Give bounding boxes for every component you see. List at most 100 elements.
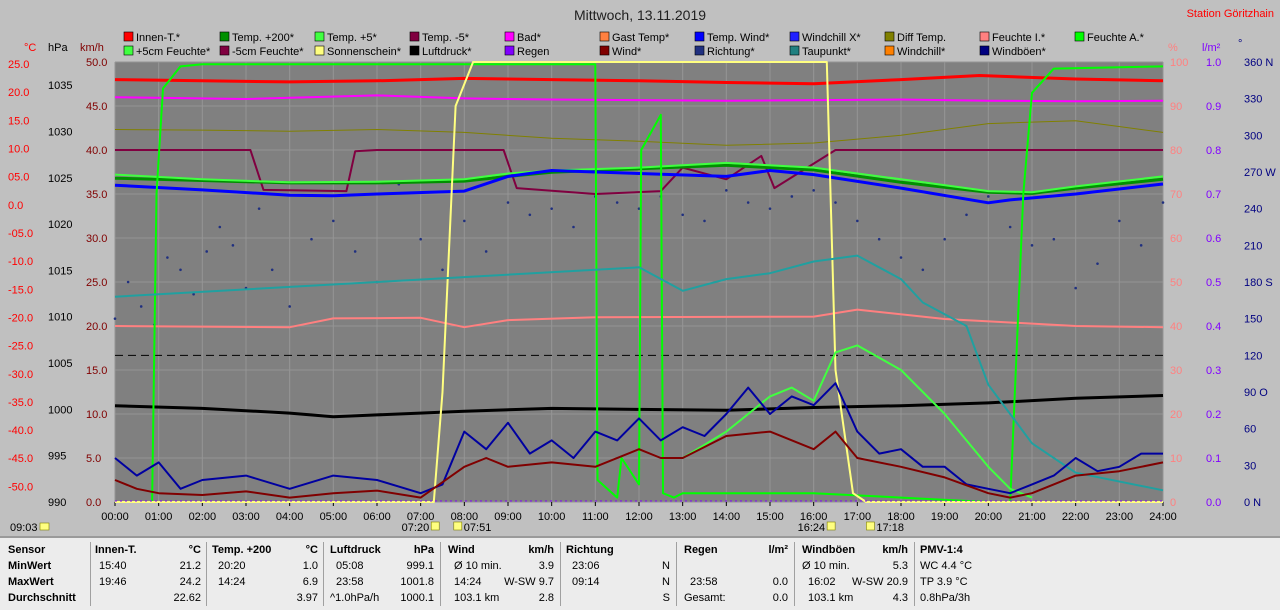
legend-label: Temp. -5* (422, 32, 470, 44)
stats-innen-avg: 22.62 (173, 592, 201, 604)
stats-regen-max-time: 23:58 (690, 576, 718, 588)
tick-deg: 270 W (1244, 167, 1276, 179)
direction-point (987, 195, 990, 198)
legend-swatch (219, 45, 230, 56)
stats-richt-avg: S (662, 592, 670, 604)
tick-kmh: 30.0 (86, 233, 107, 245)
stats-luft-min: 999.1 (406, 560, 434, 572)
stats-pmv-taupunkt: TP 3.9 °C (920, 576, 968, 588)
tick-c: -15.0 (8, 284, 33, 296)
tick-lm2: 0.4 (1206, 321, 1221, 333)
stats-regen-header: Regen (684, 544, 718, 556)
tick-pct: 60 (1170, 233, 1182, 245)
legend-label: Windböen* (992, 46, 1047, 58)
direction-point (205, 250, 208, 253)
sunset-label: 16:24 (798, 522, 826, 534)
sunrise-label: 07:20 (402, 522, 430, 534)
stats-boeen-avg10-value: 5.3 (892, 560, 908, 572)
direction-point (484, 250, 488, 253)
tick-kmh: 50.0 (86, 57, 107, 69)
tick-c: -05.0 (8, 228, 33, 240)
stats-wind-avg10-value: 3.9 (538, 560, 554, 572)
moonset-label: 09:03 (10, 522, 38, 534)
legend-swatch (219, 31, 230, 42)
legend-label: Windchill* (897, 46, 946, 58)
legend-label: Luftdruck* (422, 46, 472, 58)
time-label: 13:00 (669, 511, 697, 523)
direction-point (231, 244, 235, 247)
legend-swatch (789, 45, 800, 56)
tick-c: -45.0 (8, 453, 33, 465)
stats-innen-max-time: 19:46 (99, 576, 127, 588)
tick-deg: 300 (1244, 130, 1262, 142)
tick-pct: 40 (1170, 321, 1182, 333)
stats-temp-col: Temp. +200 °C 20:20 1.0 14:24 6.9 3.97 (212, 544, 318, 608)
direction-point (257, 207, 261, 210)
direction-point (139, 305, 143, 308)
stats-temp-min-time: 20:20 (218, 560, 246, 572)
legend-swatch (599, 45, 610, 56)
tick-pct: 100 (1170, 57, 1188, 69)
stats-temp-avg: 3.97 (296, 592, 318, 604)
legend-label: Regen (517, 46, 549, 58)
legend-swatch (1074, 31, 1085, 42)
direction-point (1118, 219, 1121, 223)
stats-boeen-max-dir: W-SW (851, 576, 884, 588)
legend-label: Sonnenschein* (327, 46, 402, 58)
tick-deg: 180 S (1244, 277, 1273, 289)
time-label: 18:00 (887, 511, 915, 523)
legend-label: Innen-T.* (136, 32, 181, 44)
direction-point (419, 237, 422, 241)
tick-c: 20.0 (8, 87, 29, 99)
direction-point (506, 201, 510, 204)
stats-temp-header: Temp. +200 (212, 544, 272, 556)
direction-point (899, 256, 903, 259)
legend-label: Windchill X* (802, 32, 861, 44)
direction-point (353, 250, 357, 253)
sunset-icon (826, 521, 836, 531)
legend-label: Temp. +200* (232, 32, 295, 44)
stats-max-label: MaxWert (8, 576, 54, 588)
tick-c: 0.0 (8, 200, 23, 212)
stats-boeen-max-time: 16:02 (808, 576, 836, 588)
legend-swatch (123, 31, 134, 42)
direction-point (1074, 286, 1077, 290)
legend-swatch (314, 45, 325, 56)
tick-deg: 210 (1244, 240, 1262, 252)
series-line (115, 149, 1163, 195)
tick-kmh: 35.0 (86, 189, 107, 201)
tick-kmh: 0.0 (86, 497, 101, 509)
time-label: 11:00 (582, 511, 609, 523)
legend-label: Temp. +5* (327, 32, 378, 44)
time-label: 23:00 (1106, 511, 1134, 523)
stats-panel: Sensor MinWert MaxWert Durchschnitt Inne… (0, 536, 1280, 610)
unit-kmh: km/h (80, 42, 104, 54)
tick-c: -25.0 (8, 341, 33, 353)
unit-c: °C (24, 42, 36, 54)
tick-pct: 90 (1170, 101, 1182, 113)
stats-regen-col: Regen l/m² 23:58 0.0 Gesamt: 0.0 (684, 544, 788, 608)
time-label: 09:00 (494, 511, 522, 523)
tick-lm2: 0.5 (1206, 277, 1221, 289)
stats-wind-max-dir: W-SW (504, 576, 536, 588)
moonset-icon (39, 522, 50, 531)
legend-label: Taupunkt* (802, 46, 852, 58)
tick-c: -50.0 (8, 481, 33, 493)
tick-pct: 0 (1170, 497, 1176, 509)
stats-wind-unit: km/h (528, 544, 554, 556)
tick-lm2: 0.2 (1206, 409, 1221, 421)
legend-label: Temp. Wind* (707, 32, 770, 44)
tick-hpa: 1020 (48, 219, 72, 231)
legend-swatch (694, 31, 705, 42)
moonrise-label: 07:51 (464, 522, 492, 534)
stats-luft-avg: 1000.1 (400, 592, 434, 604)
direction-point (179, 268, 182, 272)
unit-pct: % (1168, 42, 1178, 54)
direction-point (768, 207, 772, 210)
stats-innen-unit: °C (188, 544, 201, 556)
legend-label: Bad* (517, 32, 542, 44)
legend-label: Richtung* (707, 46, 755, 58)
direction-point (310, 237, 313, 241)
stats-innen-col: Innen-T. °C 15:40 21.2 19:46 24.2 22.62 (95, 544, 201, 608)
direction-point (725, 189, 728, 192)
